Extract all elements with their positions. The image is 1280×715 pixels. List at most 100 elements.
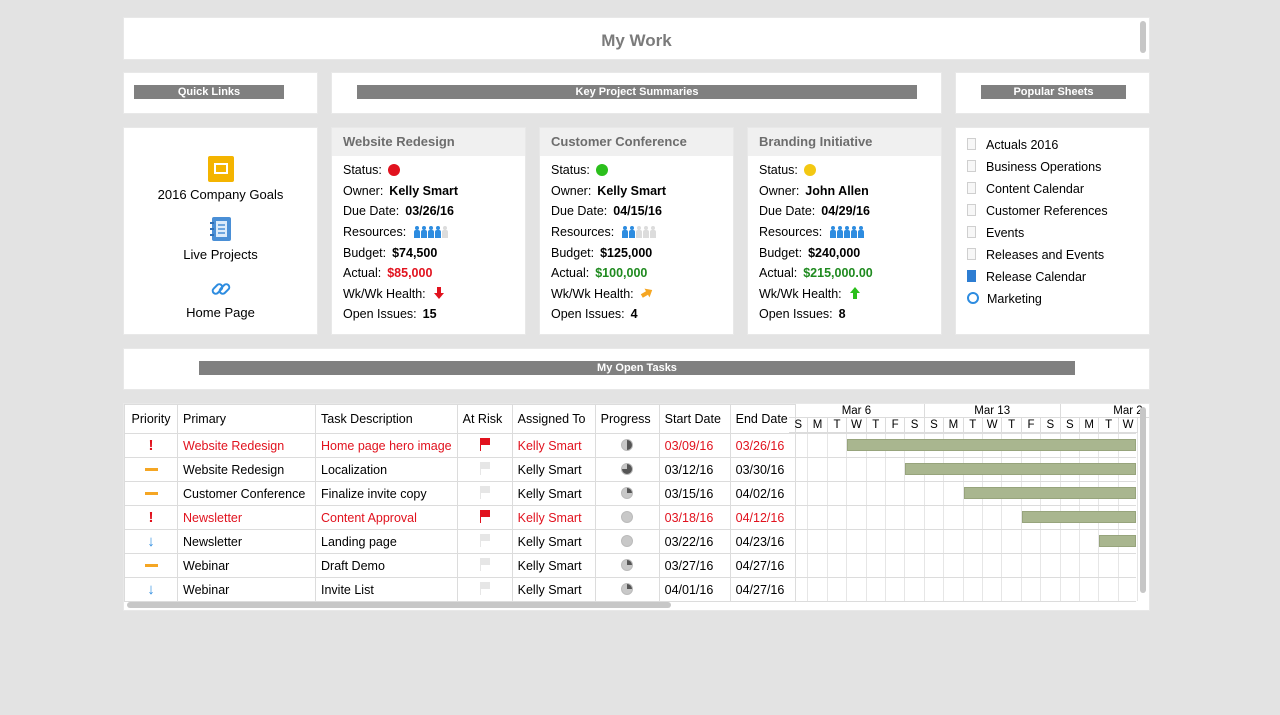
gantt-day-label: M bbox=[944, 418, 964, 433]
health-label: Wk/Wk Health: bbox=[551, 287, 634, 301]
project-due-row: Due Date: 03/26/16 bbox=[343, 204, 454, 218]
priority-low-icon: ↓ bbox=[147, 533, 155, 550]
project-card: Branding Initiative Status: Owner: John All… bbox=[747, 127, 942, 335]
gantt-gridline bbox=[846, 433, 848, 601]
health-label: Wk/Wk Health: bbox=[759, 287, 842, 301]
table-row[interactable]: ↓ Webinar Invite List Kelly Smart 04/01/16 04… bbox=[124, 577, 796, 602]
assigned-cell: Kelly Smart bbox=[511, 433, 596, 458]
column-header[interactable]: Primary bbox=[177, 404, 316, 434]
sheet-icon bbox=[967, 248, 976, 260]
priority-cell: ! bbox=[124, 433, 178, 458]
quick-link-home-page[interactable]: Home Page bbox=[124, 278, 317, 320]
popular-sheets-header-panel: Popular Sheets bbox=[955, 72, 1150, 114]
primary-cell: Customer Conference bbox=[177, 481, 316, 506]
resources-people-icon bbox=[622, 226, 657, 241]
popular-sheet-item[interactable]: Marketing bbox=[967, 292, 1042, 306]
priority-high-icon: ! bbox=[148, 509, 154, 526]
gantt-bar[interactable] bbox=[1021, 511, 1136, 523]
project-name: Website Redesign bbox=[332, 128, 525, 156]
gantt-bar[interactable] bbox=[905, 463, 1136, 475]
column-header[interactable]: Priority bbox=[124, 404, 178, 434]
end-date-cell: 04/12/16 bbox=[729, 505, 796, 530]
column-header[interactable]: End Date bbox=[729, 404, 796, 434]
issues-label: Open Issues: bbox=[551, 307, 625, 321]
project-status-row: Status: bbox=[551, 163, 608, 177]
progress-cell bbox=[594, 457, 660, 482]
column-header[interactable]: Start Date bbox=[658, 404, 731, 434]
project-status-row: Status: bbox=[759, 163, 816, 177]
start-date-cell: 03/18/16 bbox=[658, 505, 731, 530]
at-risk-cell[interactable] bbox=[456, 577, 513, 602]
priority-cell: ↓ bbox=[124, 577, 178, 602]
start-date-cell: 03/09/16 bbox=[658, 433, 731, 458]
popular-sheet-item[interactable]: Release Calendar bbox=[967, 270, 1086, 284]
table-row[interactable]: ! Newsletter Content Approval Kelly Smart 03… bbox=[124, 505, 796, 530]
table-row[interactable]: Webinar Draft Demo Kelly Smart 03/27/16 04/2… bbox=[124, 553, 796, 578]
due-value: 03/26/16 bbox=[405, 204, 454, 218]
progress-cell bbox=[594, 553, 660, 578]
popular-sheet-item[interactable]: Actuals 2016 bbox=[967, 138, 1058, 152]
primary-cell: Webinar bbox=[177, 553, 316, 578]
due-value: 04/29/16 bbox=[821, 204, 870, 218]
project-card: Customer Conference Status: Owner: Kelly Sm… bbox=[539, 127, 734, 335]
gantt-day-label: F bbox=[886, 418, 906, 433]
progress-pie-icon bbox=[621, 462, 634, 475]
gantt-gridline bbox=[885, 433, 886, 601]
due-label: Due Date: bbox=[759, 204, 816, 218]
gantt-day-label: W bbox=[847, 418, 867, 433]
calendar-icon bbox=[967, 270, 976, 282]
gantt-day-label: T bbox=[827, 418, 848, 433]
progress-pie-icon bbox=[621, 510, 634, 523]
popular-sheet-item[interactable]: Content Calendar bbox=[967, 182, 1084, 196]
at-risk-cell[interactable] bbox=[456, 457, 513, 482]
notebook-icon bbox=[209, 217, 231, 241]
gantt-day-label: T bbox=[866, 418, 886, 433]
gantt-gridline bbox=[943, 433, 945, 601]
at-risk-cell[interactable] bbox=[456, 481, 513, 506]
column-header[interactable]: Assigned To bbox=[511, 404, 596, 434]
table-row[interactable]: ! Website Redesign Home page hero image Kel… bbox=[124, 433, 796, 458]
table-row[interactable]: ↓ Newsletter Landing page Kelly Smart 03/22/… bbox=[124, 529, 796, 554]
quick-link-label: 2016 Company Goals bbox=[157, 187, 284, 202]
due-value: 04/15/16 bbox=[613, 204, 662, 218]
column-header[interactable]: Task Description bbox=[315, 404, 458, 434]
project-issues-row: Open Issues: 8 bbox=[759, 307, 846, 321]
popular-sheet-item[interactable]: Releases and Events bbox=[967, 248, 1104, 262]
quick-link-label: Home Page bbox=[186, 305, 255, 320]
table-row[interactable]: Customer Conference Finalize invite copy K… bbox=[124, 481, 796, 506]
popular-sheet-item[interactable]: Business Operations bbox=[967, 160, 1101, 174]
gantt-bar[interactable] bbox=[963, 487, 1136, 499]
table-row[interactable]: Website Redesign Localization Kelly Smart 0… bbox=[124, 457, 796, 482]
assigned-cell: Kelly Smart bbox=[511, 529, 596, 554]
at-risk-cell[interactable] bbox=[456, 505, 513, 530]
column-header[interactable]: Progress bbox=[594, 404, 660, 434]
popular-sheet-item[interactable]: Customer References bbox=[967, 204, 1108, 218]
gantt-bar[interactable] bbox=[847, 439, 1136, 451]
person-icon bbox=[421, 226, 428, 238]
horizontal-scrollbar[interactable] bbox=[127, 602, 671, 608]
project-health-row: Wk/Wk Health: bbox=[759, 286, 862, 301]
popular-sheet-item[interactable]: Events bbox=[967, 226, 1024, 240]
at-risk-cell[interactable] bbox=[456, 433, 513, 458]
column-header[interactable]: At Risk bbox=[456, 404, 513, 434]
slides-icon bbox=[207, 156, 234, 182]
budget-value: $74,500 bbox=[392, 246, 438, 260]
quick-link-company-goals[interactable]: 2016 Company Goals bbox=[124, 156, 317, 202]
gantt-gridline bbox=[1020, 433, 1022, 601]
progress-pie-icon bbox=[621, 534, 634, 547]
priority-cell bbox=[124, 457, 178, 482]
gantt-bar[interactable] bbox=[1099, 535, 1136, 547]
person-icon bbox=[636, 226, 643, 238]
summaries-header: Key Project Summaries bbox=[357, 85, 917, 99]
person-icon bbox=[442, 226, 449, 238]
title-scrollbar[interactable] bbox=[1140, 21, 1146, 53]
at-risk-cell[interactable] bbox=[456, 553, 513, 578]
quick-link-live-projects[interactable]: Live Projects bbox=[124, 216, 317, 262]
start-date-cell: 03/27/16 bbox=[658, 553, 731, 578]
sheet-icon bbox=[967, 160, 976, 172]
gantt-day-label: T bbox=[1099, 418, 1119, 433]
vertical-scrollbar[interactable] bbox=[1140, 407, 1146, 593]
at-risk-cell[interactable] bbox=[456, 529, 513, 554]
flag-icon bbox=[479, 533, 491, 547]
start-date-cell: 03/22/16 bbox=[658, 529, 731, 554]
